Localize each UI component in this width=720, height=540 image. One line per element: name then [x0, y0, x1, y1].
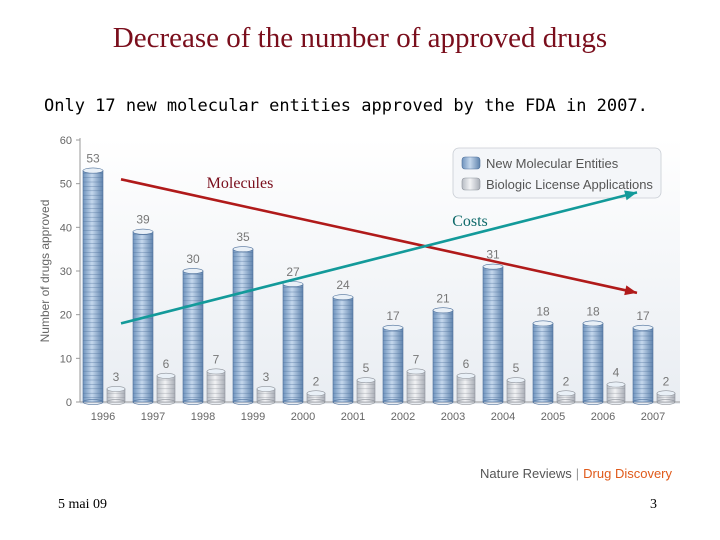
y-axis-title: Number of drugs approved — [38, 200, 52, 343]
bar-value-label-bla: 6 — [463, 357, 470, 371]
bar-bla-2005 — [556, 390, 576, 405]
bar-bla-2003 — [456, 372, 476, 405]
arrow-molecules: Molecules — [120, 175, 638, 296]
slide-title: Decrease of the number of approved drugs — [112, 22, 608, 54]
bar-nme-1998 — [182, 268, 204, 405]
bar-bla-1996 — [106, 385, 126, 405]
x-tick-label: 2003 — [441, 411, 465, 423]
bar-value-label-nme: 17 — [386, 309, 400, 323]
bar-nme-2000 — [282, 281, 304, 405]
bar-value-label-nme: 21 — [436, 291, 450, 305]
page-number: 3 — [650, 497, 657, 512]
x-tick-label: 1998 — [191, 411, 215, 423]
bar-value-label-bla: 6 — [163, 357, 170, 371]
bar-bla-1999 — [256, 385, 276, 405]
bar-bla-2004 — [506, 377, 526, 405]
bar-value-label-bla: 3 — [113, 370, 120, 384]
legend-swatch — [461, 177, 481, 191]
bar-value-label-bla: 2 — [563, 374, 570, 388]
bar-value-label-nme: 17 — [636, 309, 650, 323]
chart-legend: New Molecular Entities Biologic License A… — [452, 147, 662, 199]
bar-bla-1998 — [206, 368, 226, 405]
bar-value-label-bla: 5 — [513, 361, 520, 375]
x-tick-label: 2004 — [491, 411, 515, 423]
source-journal: Drug Discovery — [583, 466, 673, 481]
bar-value-label-nme: 53 — [86, 152, 100, 166]
source-separator: | — [575, 466, 580, 481]
bar-value-label-bla: 7 — [413, 352, 420, 366]
bar-value-label-nme: 30 — [186, 252, 200, 266]
bar-value-label-nme: 35 — [236, 230, 250, 244]
legend-label: Biologic License Applications — [486, 177, 653, 192]
bar-value-label-bla: 4 — [613, 366, 620, 380]
bar-value-label-bla: 2 — [313, 374, 320, 388]
bar-value-label-bla: 2 — [663, 374, 670, 388]
y-tick-label: 30 — [60, 266, 72, 278]
bar-nme-2001 — [332, 294, 354, 405]
x-tick-label: 1997 — [141, 411, 165, 423]
legend-swatch — [461, 156, 481, 170]
bar-nme-2007 — [632, 324, 654, 405]
bar-nme-2005 — [532, 320, 554, 405]
source-brand: Nature Reviews — [480, 466, 572, 481]
bar-value-label-nme: 18 — [586, 304, 600, 318]
bar-value-label-bla: 5 — [363, 361, 370, 375]
bar-nme-2002 — [382, 324, 404, 405]
bar-nme-2006 — [582, 320, 604, 405]
bar-bla-2007 — [656, 390, 676, 405]
y-tick-label: 10 — [60, 353, 72, 365]
y-tick-label: 0 — [66, 397, 72, 409]
bar-bla-1997 — [156, 372, 176, 405]
bar-nme-2004 — [482, 263, 504, 405]
y-tick-label: 60 — [60, 135, 72, 147]
arrow-costs: Costs — [120, 190, 638, 325]
bar-value-label-nme: 39 — [136, 213, 150, 227]
x-tick-label: 1996 — [91, 411, 115, 423]
bar-value-label-nme: 24 — [336, 278, 350, 292]
arrow-costs-label: Costs — [452, 213, 488, 230]
x-tick-label: 2006 — [591, 411, 615, 423]
slide-subtitle: Only 17 new molecular entities approved … — [44, 96, 648, 116]
bar-nme-1996 — [82, 167, 104, 405]
bar-bla-2001 — [356, 377, 376, 405]
bar-bla-2006 — [606, 381, 626, 405]
x-tick-label: 2001 — [341, 411, 365, 423]
bar-nme-1999 — [232, 246, 254, 405]
bar-value-label-nme: 31 — [486, 248, 500, 262]
bar-value-label-nme: 18 — [536, 304, 550, 318]
bar-bla-2000 — [306, 390, 326, 405]
legend-label: New Molecular Entities — [486, 156, 619, 171]
y-tick-label: 50 — [60, 179, 72, 191]
x-tick-label: 2005 — [541, 411, 565, 423]
y-tick-label: 40 — [60, 222, 72, 234]
x-tick-label: 2000 — [291, 411, 315, 423]
y-tick-label: 20 — [60, 310, 72, 322]
legend-box — [452, 147, 662, 199]
bar-bla-2002 — [406, 368, 426, 405]
bar-nme-2003 — [432, 307, 454, 405]
bar-value-label-bla: 3 — [263, 370, 270, 384]
x-tick-label: 1999 — [241, 411, 265, 423]
x-tick-label: 2007 — [641, 411, 665, 423]
bar-value-label-nme: 27 — [286, 265, 300, 279]
bar-value-label-bla: 7 — [213, 352, 220, 366]
x-tick-label: 2002 — [391, 411, 415, 423]
arrow-molecules-label: Molecules — [207, 175, 274, 192]
source-credit: Nature Reviews | Drug Discovery — [480, 466, 672, 481]
footer-date: 5 mai 09 — [58, 497, 107, 512]
